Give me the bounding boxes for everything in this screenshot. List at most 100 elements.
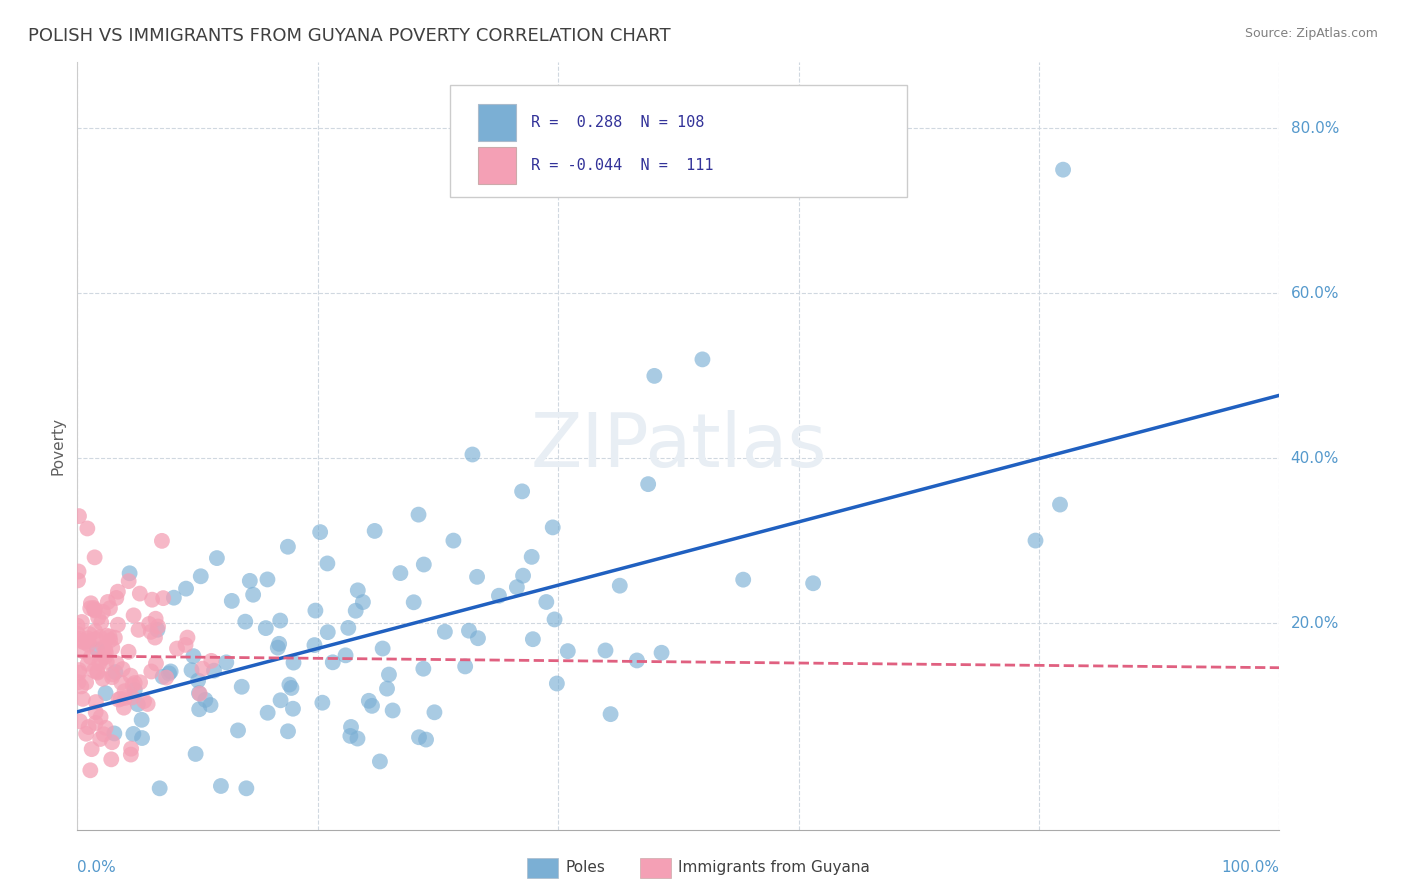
Point [110,675,132,690]
Text: Poles: Poles [565,861,605,875]
Point [120,747,142,762]
Point [454,659,477,673]
Point [83,601,105,615]
Point [209,779,232,793]
Point [89,657,111,671]
Point [375,681,398,696]
Point [124,682,146,697]
Point [110,691,132,706]
Point [415,732,437,747]
Point [104,665,127,679]
Point [381,703,404,717]
Bar [478,147,516,184]
Point [91,672,114,686]
Point [378,667,401,681]
Point [461,448,484,462]
Point [76,521,98,535]
Point [190,569,212,583]
Point [98,601,121,615]
Point [166,641,188,656]
Point [107,692,129,706]
Point [138,617,160,632]
Text: 40.0%: 40.0% [1291,450,1339,466]
Point [124,676,146,690]
Point [120,668,142,682]
Point [423,706,446,720]
Point [84,695,107,709]
Point [77,638,100,652]
Point [90,652,112,666]
Point [159,665,181,679]
Point [184,747,207,761]
Point [180,663,202,677]
Point [152,591,174,606]
Point [626,653,648,667]
Point [267,640,290,655]
Point [80,596,103,610]
Point [114,684,136,698]
Point [188,687,211,701]
Point [93,727,115,741]
Point [283,656,305,670]
Point [98,633,121,648]
Point [83,602,105,616]
Point [176,631,198,645]
Point [269,614,291,628]
Point [231,680,253,694]
Point [131,713,153,727]
Point [256,573,278,587]
Point [316,625,339,640]
Point [1024,533,1046,548]
Point [536,595,558,609]
Point [200,698,222,712]
Point [75,675,97,690]
Point [67,565,90,579]
Point [311,696,333,710]
Point [96,655,118,669]
Point [242,588,264,602]
Point [512,568,534,582]
Point [76,632,98,646]
Point [277,540,299,554]
Point [111,662,134,676]
Point [692,352,714,367]
Point [94,686,117,700]
Point [104,631,127,645]
Point [94,650,117,665]
Point [278,677,301,691]
Point [412,558,434,572]
Point [609,579,631,593]
Text: ZIPatlas: ZIPatlas [530,409,827,483]
Text: R = -0.044  N =  111: R = -0.044 N = 111 [530,158,713,173]
Point [599,707,621,722]
Point [77,720,100,734]
Point [651,646,673,660]
Point [70,634,93,648]
Point [368,755,391,769]
Point [344,604,367,618]
Point [101,670,124,684]
Point [543,612,565,626]
Point [270,693,292,707]
Point [67,665,90,680]
Point [117,645,139,659]
Point [557,644,579,658]
Point [70,615,93,629]
Point [149,781,172,796]
Point [316,557,339,571]
Y-axis label: Poverty: Poverty [51,417,66,475]
Point [408,508,430,522]
Point [152,670,174,684]
Point [191,662,214,676]
FancyBboxPatch shape [450,86,907,197]
Text: POLISH VS IMMIGRANTS FROM GUYANA POVERTY CORRELATION CHART: POLISH VS IMMIGRANTS FROM GUYANA POVERTY… [28,27,671,45]
Point [340,720,363,734]
Point [67,663,90,677]
Point [66,618,89,632]
Point [101,640,124,655]
Point [433,624,456,639]
Point [121,690,143,705]
Point [221,594,243,608]
Point [441,533,464,548]
Point [67,632,90,646]
